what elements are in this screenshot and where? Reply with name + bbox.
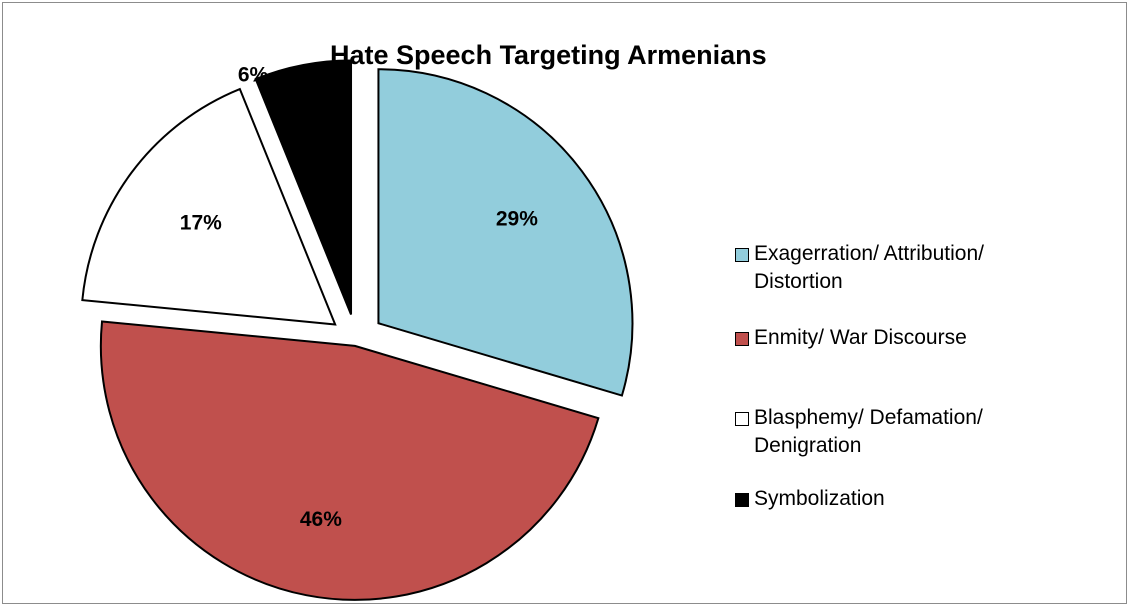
data-label: 29% [496, 207, 538, 230]
slice-enmity [99, 320, 600, 601]
data-label: 17% [180, 212, 222, 235]
legend-label: Enmity/ War Discourse [754, 326, 967, 349]
legend-swatch [735, 332, 749, 346]
legend-swatch [735, 412, 749, 426]
legend-item-exaggeration: Exagerration/ Attribution/ Distortion [735, 240, 1044, 296]
slice-symbolization [254, 59, 353, 315]
chart-title: Hate Speech Targeting Armenians [330, 40, 767, 70]
legend-item-blasphemy: Blasphemy/ Defamation/ Denigration [735, 404, 1044, 460]
leader-line [272, 64, 303, 81]
data-label: 46% [300, 508, 342, 531]
slice-blasphemy [81, 87, 337, 326]
legend-swatch [735, 493, 749, 507]
legend-label: Exagerration/ Attribution/ Distortion [754, 242, 984, 293]
slice-exaggeration [377, 68, 634, 397]
legend-item-symbolization: Symbolization [735, 485, 1044, 513]
legend-item-enmity: Enmity/ War Discourse [735, 324, 1044, 352]
legend-swatch [735, 248, 749, 262]
legend-label: Symbolization [754, 487, 885, 510]
data-label: 6% [238, 64, 269, 87]
legend-label: Blasphemy/ Defamation/ Denigration [754, 406, 983, 457]
